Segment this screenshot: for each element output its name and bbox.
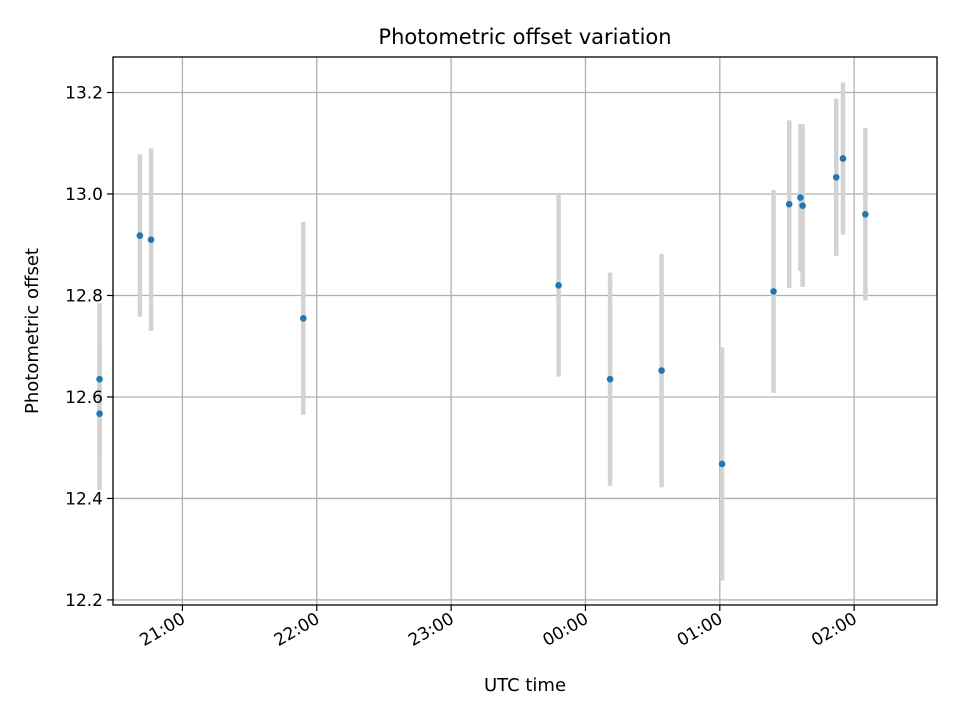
- data-point: [718, 460, 726, 468]
- y-tick-label: 13.2: [65, 84, 103, 104]
- plot-frame: [112, 56, 938, 606]
- y-axis-ticks: 12.2 12.4 12.6 12.8 13.0 13.2: [65, 84, 113, 611]
- data-point: [606, 375, 614, 383]
- data-point: [799, 202, 806, 209]
- y-tick-label: 12.8: [65, 286, 103, 306]
- data-point: [96, 410, 103, 418]
- y-tick-label: 12.2: [65, 591, 103, 611]
- data-point: [832, 173, 840, 181]
- y-tick-label: 13.0: [65, 185, 103, 205]
- data-point: [658, 367, 665, 374]
- chart-title: Photometric offset variation: [378, 25, 671, 49]
- y-tick-label: 12.4: [65, 489, 103, 509]
- data-point: [785, 200, 793, 208]
- data-point: [862, 210, 869, 218]
- data-point: [797, 194, 804, 201]
- grid: [113, 57, 937, 605]
- data-point: [555, 282, 562, 289]
- data-point: [770, 288, 777, 295]
- x-axis-label: UTC time: [484, 675, 566, 696]
- data-points: [96, 155, 869, 468]
- data-point: [136, 232, 144, 239]
- y-tick-label: 12.6: [65, 388, 103, 408]
- data-point: [300, 315, 307, 322]
- y-axis-label: Photometric offset: [22, 248, 43, 414]
- data-point: [96, 375, 103, 383]
- data-point: [147, 236, 155, 243]
- data-point: [839, 155, 847, 162]
